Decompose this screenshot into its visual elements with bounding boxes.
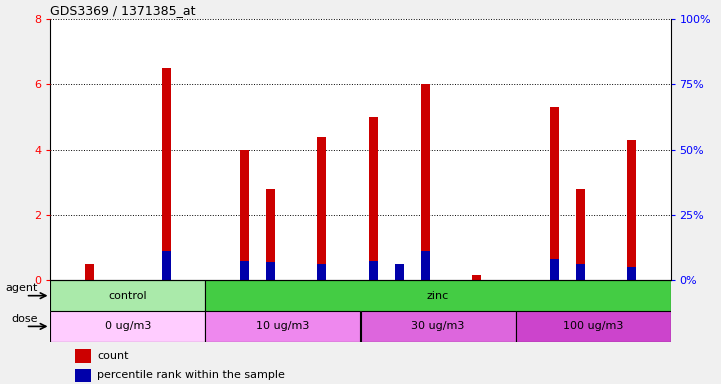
Bar xyxy=(575,189,585,280)
Text: agent: agent xyxy=(6,283,38,293)
Text: 100 ug/m3: 100 ug/m3 xyxy=(563,321,623,331)
Bar xyxy=(420,251,430,280)
Text: GDS3369 / 1371385_at: GDS3369 / 1371385_at xyxy=(50,3,196,17)
Bar xyxy=(575,264,585,280)
Text: count: count xyxy=(97,351,128,361)
Bar xyxy=(549,259,559,280)
Bar xyxy=(360,311,516,342)
Text: zinc: zinc xyxy=(427,291,449,301)
Text: control: control xyxy=(109,291,147,301)
Bar xyxy=(75,349,91,363)
Bar xyxy=(50,311,205,342)
Bar xyxy=(162,251,172,280)
Text: 30 ug/m3: 30 ug/m3 xyxy=(411,321,465,331)
Bar xyxy=(317,137,327,280)
Bar xyxy=(627,140,637,280)
Bar xyxy=(369,261,378,280)
Bar xyxy=(265,189,275,280)
Bar xyxy=(75,369,91,382)
Bar xyxy=(50,280,205,311)
Bar xyxy=(369,117,378,280)
Bar xyxy=(420,84,430,280)
Bar xyxy=(205,311,360,342)
Text: dose: dose xyxy=(12,314,38,324)
Text: percentile rank within the sample: percentile rank within the sample xyxy=(97,370,285,380)
Bar xyxy=(84,264,94,280)
Bar xyxy=(317,264,327,280)
Bar xyxy=(162,68,172,280)
Bar xyxy=(472,275,482,280)
Bar xyxy=(239,150,249,280)
Text: 10 ug/m3: 10 ug/m3 xyxy=(256,321,310,331)
Bar xyxy=(549,108,559,280)
Bar xyxy=(627,267,637,280)
Text: 0 ug/m3: 0 ug/m3 xyxy=(105,321,151,331)
Bar xyxy=(205,280,671,311)
Bar xyxy=(265,262,275,280)
Bar xyxy=(239,261,249,280)
Bar xyxy=(516,311,671,342)
Bar xyxy=(394,264,404,280)
